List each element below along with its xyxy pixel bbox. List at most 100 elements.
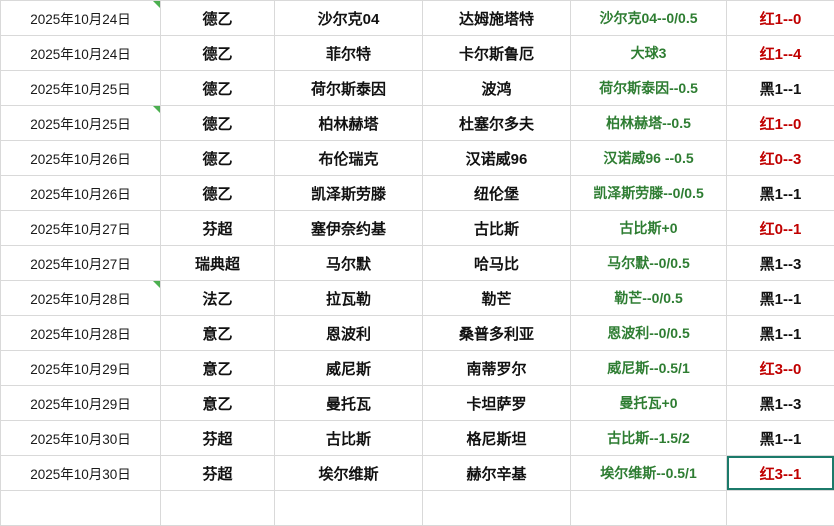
cell-result[interactable]: 红1--4 [727,36,834,71]
cell-league[interactable]: 德乙 [161,141,275,176]
cell-date[interactable]: 2025年10月29日 [1,386,161,421]
cell-result[interactable]: 黑1--1 [727,71,834,106]
cell-odds[interactable]: 沙尔克04--0/0.5 [571,1,727,36]
cell-odds[interactable]: 曼托瓦+0 [571,386,727,421]
cell-league[interactable]: 意乙 [161,316,275,351]
cell-league[interactable]: 德乙 [161,176,275,211]
cell-league[interactable]: 芬超 [161,421,275,456]
cell-home-team[interactable]: 曼托瓦 [275,386,423,421]
cell-away-team[interactable]: 南蒂罗尔 [423,351,571,386]
cell-home-team[interactable]: 古比斯 [275,421,423,456]
cell-odds[interactable]: 威尼斯--0.5/1 [571,351,727,386]
cell-odds[interactable]: 凯泽斯劳滕--0/0.5 [571,176,727,211]
cell-odds[interactable]: 古比斯+0 [571,211,727,246]
cell-date[interactable]: 2025年10月27日 [1,211,161,246]
cell-result[interactable]: 红1--0 [727,106,834,141]
cell-home-team[interactable]: 恩波利 [275,316,423,351]
cell-home-team[interactable]: 菲尔特 [275,36,423,71]
cell-date[interactable]: 2025年10月26日 [1,176,161,211]
cell-odds[interactable]: 柏林赫塔--0.5 [571,106,727,141]
cell-league[interactable]: 意乙 [161,386,275,421]
cell-date[interactable]: 2025年10月30日 [1,456,161,491]
cell-away-team[interactable]: 达姆施塔特 [423,1,571,36]
cell-odds[interactable]: 汉诺威96 --0.5 [571,141,727,176]
cell-league[interactable]: 芬超 [161,456,275,491]
cell-empty[interactable] [423,491,571,526]
cell-result[interactable]: 红3--0 [727,351,834,386]
cell-result[interactable]: 黑1--3 [727,246,834,281]
cell-date[interactable]: 2025年10月25日 [1,106,161,141]
cell-date[interactable]: 2025年10月24日 [1,36,161,71]
cell-away-team[interactable]: 勒芒 [423,281,571,316]
cell-odds[interactable]: 古比斯--1.5/2 [571,421,727,456]
cell-home-team[interactable]: 拉瓦勒 [275,281,423,316]
cell-home-team[interactable]: 布伦瑞克 [275,141,423,176]
cell-league[interactable]: 德乙 [161,71,275,106]
cell-odds[interactable]: 恩波利--0/0.5 [571,316,727,351]
cell-league[interactable]: 德乙 [161,106,275,141]
cell-home-team[interactable]: 威尼斯 [275,351,423,386]
cell-odds[interactable]: 马尔默--0/0.5 [571,246,727,281]
cell-away-team[interactable]: 桑普多利亚 [423,316,571,351]
cell-result[interactable]: 黑1--1 [727,176,834,211]
cell-date[interactable]: 2025年10月27日 [1,246,161,281]
cell-home-team[interactable]: 塞伊奈约基 [275,211,423,246]
cell-league[interactable]: 德乙 [161,36,275,71]
cell-away-team[interactable]: 卡尔斯鲁厄 [423,36,571,71]
cell-empty[interactable] [571,491,727,526]
cell-date[interactable]: 2025年10月24日 [1,1,161,36]
cell-away-team[interactable]: 格尼斯坦 [423,421,571,456]
cell-date[interactable]: 2025年10月29日 [1,351,161,386]
cell-result[interactable]: 黑1--3 [727,386,834,421]
cell-home-team[interactable]: 埃尔维斯 [275,456,423,491]
cell-result[interactable]: 黑1--1 [727,316,834,351]
cell-result[interactable]: 红1--0 [727,1,834,36]
cell-result[interactable]: 红0--1 [727,211,834,246]
cell-home-team[interactable]: 马尔默 [275,246,423,281]
cell-away-team[interactable]: 赫尔辛基 [423,456,571,491]
cell-empty[interactable] [275,491,423,526]
cell-away-team[interactable]: 波鸿 [423,71,571,106]
cell-away-team[interactable]: 古比斯 [423,211,571,246]
cell-home-team[interactable]: 荷尔斯泰因 [275,71,423,106]
cell-date[interactable]: 2025年10月28日 [1,316,161,351]
cell-empty[interactable] [727,491,834,526]
cell-odds[interactable]: 埃尔维斯--0.5/1 [571,456,727,491]
cell-result[interactable]: 红0--3 [727,141,834,176]
cell-empty[interactable] [1,491,161,526]
cell-date[interactable]: 2025年10月28日 [1,281,161,316]
cell-league[interactable]: 法乙 [161,281,275,316]
cell-result[interactable]: 黑1--1 [727,281,834,316]
cell-away-team[interactable]: 汉诺威96 [423,141,571,176]
cell-home-team[interactable]: 柏林赫塔 [275,106,423,141]
cell-result[interactable]: 红3--1 [727,456,834,491]
cell-away-team[interactable]: 卡坦萨罗 [423,386,571,421]
cell-odds[interactable]: 勒芒--0/0.5 [571,281,727,316]
cell-away-team[interactable]: 杜塞尔多夫 [423,106,571,141]
cell-home-team[interactable]: 沙尔克04 [275,1,423,36]
cell-date[interactable]: 2025年10月26日 [1,141,161,176]
cell-away-team[interactable]: 纽伦堡 [423,176,571,211]
cell-league[interactable]: 芬超 [161,211,275,246]
cell-result[interactable]: 黑1--1 [727,421,834,456]
cell-away-team[interactable]: 哈马比 [423,246,571,281]
cell-league[interactable]: 瑞典超 [161,246,275,281]
cell-date[interactable]: 2025年10月25日 [1,71,161,106]
table-row-empty[interactable] [1,491,834,526]
cell-odds[interactable]: 荷尔斯泰因--0.5 [571,71,727,106]
cell-league[interactable]: 德乙 [161,1,275,36]
cell-league[interactable]: 意乙 [161,351,275,386]
cell-empty[interactable] [161,491,275,526]
cell-date[interactable]: 2025年10月30日 [1,421,161,456]
cell-home-team[interactable]: 凯泽斯劳滕 [275,176,423,211]
